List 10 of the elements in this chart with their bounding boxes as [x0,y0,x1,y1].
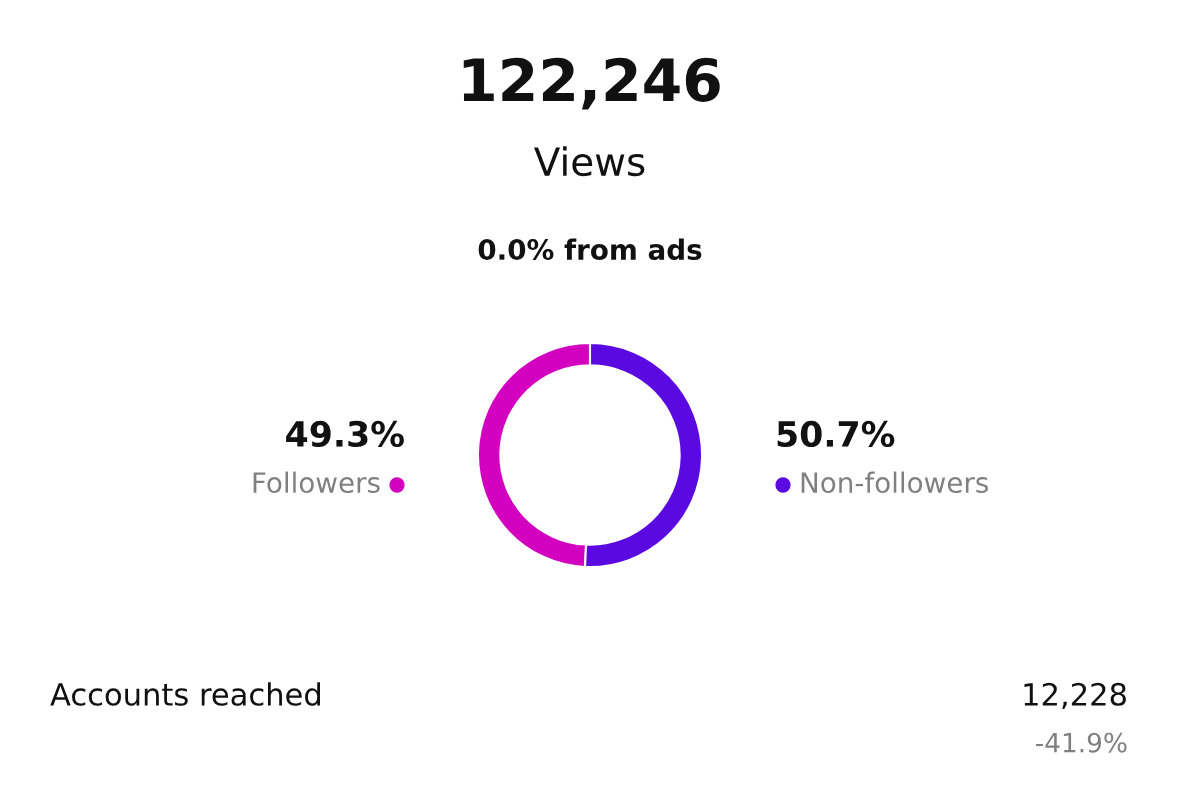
chart-subtitle: Views [534,146,645,177]
slice-label: Followers [253,471,380,494]
chart-title: 122,246 [463,57,720,110]
text: Accounts reached [50,682,320,706]
text: 12,228 [1024,682,1126,709]
text: -41.9% [1035,732,1127,753]
legend-label: Non-followers [801,471,988,494]
data-label: 50.7% [777,420,895,448]
data-label: 49.3% [286,420,404,448]
text: 0.0% from ads [478,238,702,261]
